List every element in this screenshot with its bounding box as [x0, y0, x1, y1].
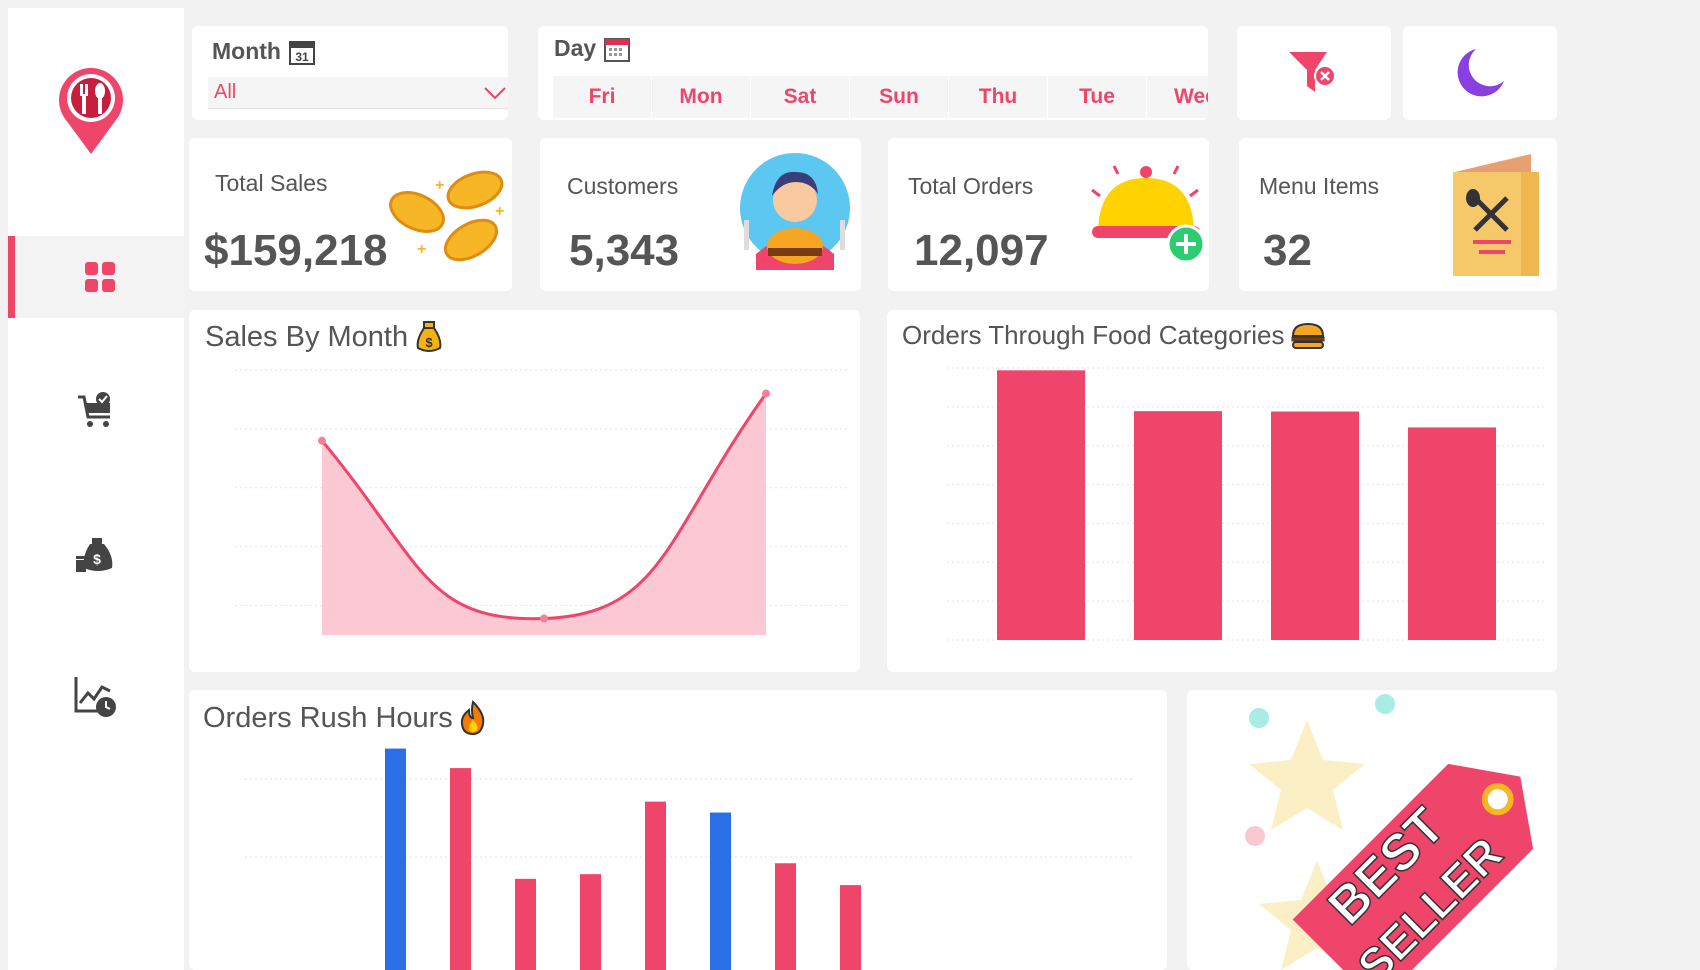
food-cloche-add-icon — [1091, 165, 1206, 264]
kpi-label: Total Orders — [908, 173, 1034, 199]
svg-text:+: + — [495, 203, 504, 220]
map-pin-fork-spoon-icon — [59, 68, 123, 154]
chart-title: Sales By Month — [205, 320, 409, 353]
rush-hours-chart — [245, 748, 1134, 970]
moon-icon — [1457, 49, 1504, 97]
bar — [775, 863, 796, 970]
bar — [385, 748, 406, 970]
data-point — [540, 614, 548, 623]
kpi-value: 32 — [1263, 226, 1312, 275]
data-point — [318, 436, 326, 445]
coins-icon: + + + — [389, 170, 504, 262]
filter-clear-icon — [1289, 52, 1336, 92]
kpi-label: Menu Items — [1259, 173, 1380, 199]
customer-avatar-icon — [740, 153, 850, 270]
day-slicer-title: Day — [554, 35, 597, 61]
bar — [515, 878, 536, 970]
bar — [710, 812, 731, 970]
chart-title: Orders Rush Hours — [203, 701, 453, 734]
month-dropdown[interactable]: All — [208, 77, 508, 109]
bar — [580, 874, 601, 970]
best-seller-card: BEST SELLER — [1187, 690, 1557, 970]
best-seller-badge: BEST SELLER — [1245, 694, 1534, 970]
kpi-label: Customers — [567, 173, 679, 199]
nav-sales[interactable]: $ — [8, 513, 184, 595]
trend-clock-icon — [74, 677, 116, 717]
kpi-menu-items: Menu Items 32 — [1239, 138, 1557, 291]
svg-text:+: + — [435, 177, 444, 194]
dashboard-grid-icon — [84, 262, 115, 292]
day-option-tue[interactable]: Tue — [1048, 76, 1146, 118]
day-option-fri[interactable]: Fri — [553, 76, 651, 118]
burger-icon — [1291, 322, 1324, 349]
day-option-wed[interactable]: Wed — [1147, 76, 1208, 118]
kpi-value: 12,097 — [914, 226, 1049, 275]
cart-icon — [78, 392, 110, 427]
bar — [645, 801, 666, 970]
calendar-icon — [604, 37, 631, 62]
nav-trends[interactable] — [8, 656, 184, 738]
kpi-value: $159,218 — [204, 226, 388, 275]
day-option-thu[interactable]: Thu — [949, 76, 1047, 118]
bar-mexican — [1271, 411, 1359, 640]
kpi-label: Total Sales — [215, 170, 328, 196]
nav-orders[interactable] — [8, 370, 184, 452]
food-categories-card: Orders Through Food Categories — [887, 310, 1557, 672]
day-options: Fri Mon Sat Sun Thu Tue Wed — [553, 76, 1208, 118]
food-categories-chart — [947, 367, 1547, 641]
theme-toggle-button[interactable] — [1403, 26, 1557, 120]
sidebar: $ — [8, 8, 184, 970]
area-fill — [322, 393, 766, 635]
data-point — [762, 389, 770, 398]
day-option-sun[interactable]: Sun — [850, 76, 948, 118]
logo — [54, 60, 128, 161]
svg-text:31: 31 — [295, 50, 309, 64]
bar-italian — [1134, 411, 1222, 640]
nav-dashboard[interactable] — [8, 236, 184, 318]
rush-hours-card: Orders Rush Hours — [189, 690, 1167, 970]
month-selected-value: All — [214, 81, 237, 103]
bar-american — [1408, 427, 1496, 640]
kpi-total-sales: Total Sales $159,218 + + + — [189, 138, 512, 291]
bar-asian — [997, 370, 1085, 640]
clear-filter-button[interactable] — [1237, 26, 1391, 120]
day-option-mon[interactable]: Mon — [652, 76, 750, 118]
money-bag-icon: $ — [416, 321, 442, 352]
kpi-total-orders: Total Orders 12,097 — [888, 138, 1209, 291]
menu-book-icon — [1453, 154, 1539, 276]
month-slicer-title: Month — [212, 38, 281, 64]
svg-text:+: + — [417, 241, 426, 258]
day-slicer: Day Fri Mon Sat Sun Thu Tue Wed — [538, 26, 1208, 120]
month-slicer: Month 31 All — [192, 26, 508, 120]
chevron-down-icon — [484, 86, 506, 99]
sales-by-month-chart — [235, 369, 849, 635]
kpi-value: 5,343 — [569, 226, 680, 275]
svg-text:$: $ — [93, 551, 101, 567]
chart-title: Orders Through Food Categories — [902, 320, 1285, 350]
svg-text:$: $ — [425, 335, 433, 350]
fire-icon — [460, 700, 485, 736]
bar — [840, 885, 861, 970]
sales-by-month-card: Sales By Month $ — [189, 310, 860, 672]
bar — [450, 768, 471, 970]
day-option-sat[interactable]: Sat — [751, 76, 849, 118]
money-bags-icon: $ — [76, 538, 113, 572]
kpi-customers: Customers 5,343 — [540, 138, 861, 291]
calendar-icon: 31 — [288, 40, 315, 65]
